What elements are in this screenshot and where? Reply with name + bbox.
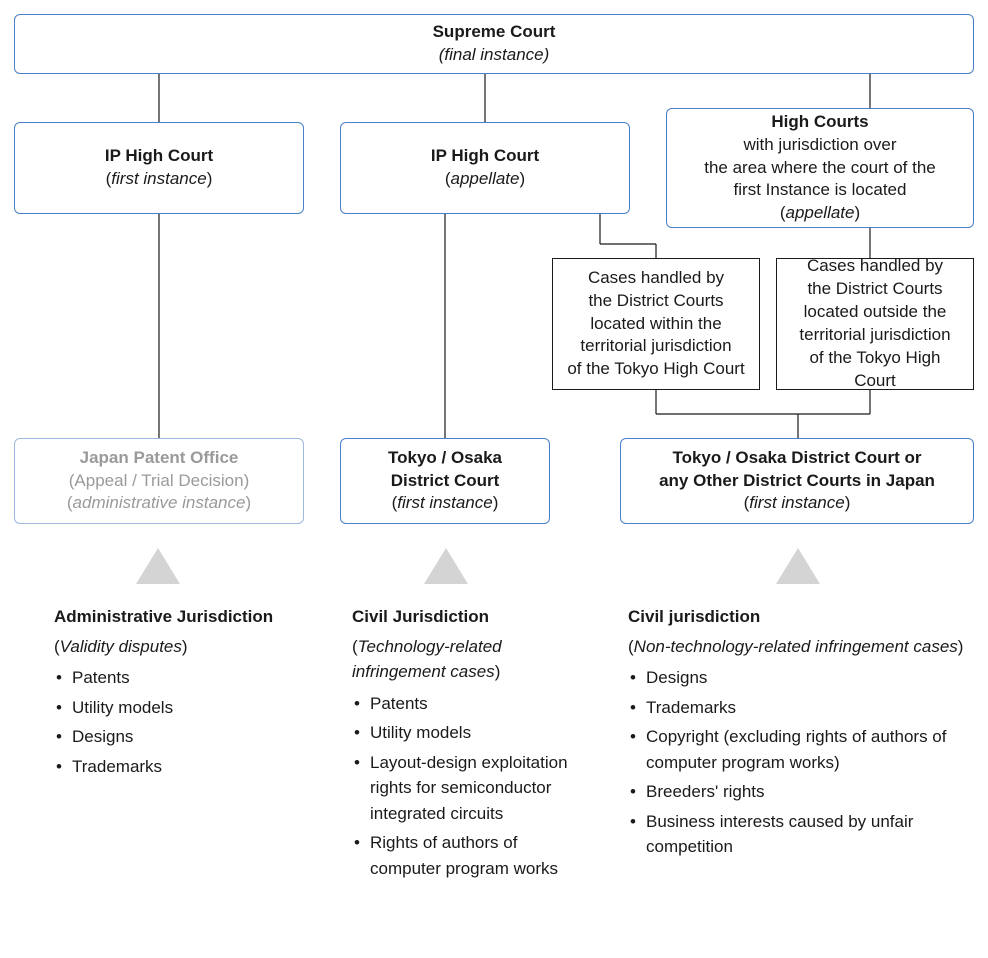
tokyo1-t1: Tokyo / Osaka (388, 447, 502, 470)
cases-out-l5: of the Tokyo High Court (789, 347, 961, 393)
cases-in-l3: located within the (590, 313, 721, 336)
list-item: Breeders' rights (628, 779, 968, 805)
high-l2: the area where the court of the (704, 157, 936, 180)
tokyo2-t1: Tokyo / Osaka District Court or (672, 447, 921, 470)
list-item: Business interests caused by unfair comp… (628, 809, 968, 860)
node-jpo: Japan Patent Office (Appeal / Trial Deci… (14, 438, 304, 524)
list-item: Layout-design exploitation rights for se… (352, 750, 588, 827)
node-supreme-court: Supreme Court (final instance) (14, 14, 974, 74)
j2-sub: (Technology-related infringement cases) (352, 634, 588, 685)
list-item: Patents (54, 665, 304, 691)
supreme-sub: (final instance) (439, 44, 550, 67)
cases-in-l5: of the Tokyo High Court (567, 358, 744, 381)
node-cases-outside: Cases handled by the District Courts loc… (776, 258, 974, 390)
tokyo2-t2: any Other District Courts in Japan (659, 470, 935, 493)
high-l3: first Instance is located (734, 179, 907, 202)
list-item: Trademarks (628, 695, 968, 721)
jurisdiction-administrative: Administrative Jurisdiction (Validity di… (54, 604, 304, 783)
list-item: Utility models (352, 720, 588, 746)
jpo-sub2: (administrative instance) (67, 492, 251, 515)
list-item: Designs (54, 724, 304, 750)
triangle-icon-2 (424, 548, 468, 584)
triangle-icon-1 (136, 548, 180, 584)
j1-sub: (Validity disputes) (54, 634, 304, 660)
cases-in-l2: the District Courts (588, 290, 723, 313)
j2-list: Patents Utility models Layout-design explo… (352, 691, 588, 882)
j2-title: Civil Jurisdiction (352, 604, 588, 630)
ip-app-title: IP High Court (431, 145, 539, 168)
j1-title: Administrative Jurisdiction (54, 604, 304, 630)
high-title: High Courts (771, 111, 868, 134)
triangle-icon-3 (776, 548, 820, 584)
jurisdiction-civil-nontech: Civil jurisdiction (Non-technology-relat… (628, 604, 968, 864)
ip-app-sub: (appellate) (445, 168, 525, 191)
cases-out-l4: territorial jurisdiction (799, 324, 950, 347)
node-ip-high-first: IP High Court (first instance) (14, 122, 304, 214)
node-cases-inside: Cases handled by the District Courts loc… (552, 258, 760, 390)
jpo-title: Japan Patent Office (80, 447, 239, 470)
j3-title: Civil jurisdiction (628, 604, 968, 630)
high-l1: with jurisdiction over (743, 134, 896, 157)
supreme-title: Supreme Court (433, 21, 556, 44)
cases-out-l1: Cases handled by (807, 255, 943, 278)
high-sub: (appellate) (780, 202, 860, 225)
jurisdiction-civil-tech: Civil Jurisdiction (Technology-related i… (352, 604, 588, 885)
j3-list: Designs Trademarks Copyright (excluding ri… (628, 665, 968, 860)
list-item: Designs (628, 665, 968, 691)
list-item: Utility models (54, 695, 304, 721)
tokyo2-sub: (first instance) (744, 492, 851, 515)
list-item: Rights of authors of computer program wo… (352, 830, 588, 881)
tokyo1-sub: (first instance) (392, 492, 499, 515)
node-any-district-court: Tokyo / Osaka District Court or any Othe… (620, 438, 974, 524)
j3-sub: (Non-technology-related infringement cas… (628, 634, 968, 660)
cases-out-l3: located outside the (804, 301, 947, 324)
jpo-sub1: (Appeal / Trial Decision) (69, 470, 249, 493)
ip-first-title: IP High Court (105, 145, 213, 168)
list-item: Trademarks (54, 754, 304, 780)
node-high-courts: High Courts with jurisdiction over the a… (666, 108, 974, 228)
list-item: Patents (352, 691, 588, 717)
cases-out-l2: the District Courts (807, 278, 942, 301)
tokyo1-t2: District Court (391, 470, 500, 493)
cases-in-l4: territorial jurisdiction (580, 335, 731, 358)
ip-first-sub: (first instance) (106, 168, 213, 191)
list-item: Copyright (excluding rights of authors o… (628, 724, 968, 775)
cases-in-l1: Cases handled by (588, 267, 724, 290)
j1-list: Patents Utility models Designs Trademarks (54, 665, 304, 779)
node-ip-high-appellate: IP High Court (appellate) (340, 122, 630, 214)
node-tokyo-osaka-dc: Tokyo / Osaka District Court (first inst… (340, 438, 550, 524)
